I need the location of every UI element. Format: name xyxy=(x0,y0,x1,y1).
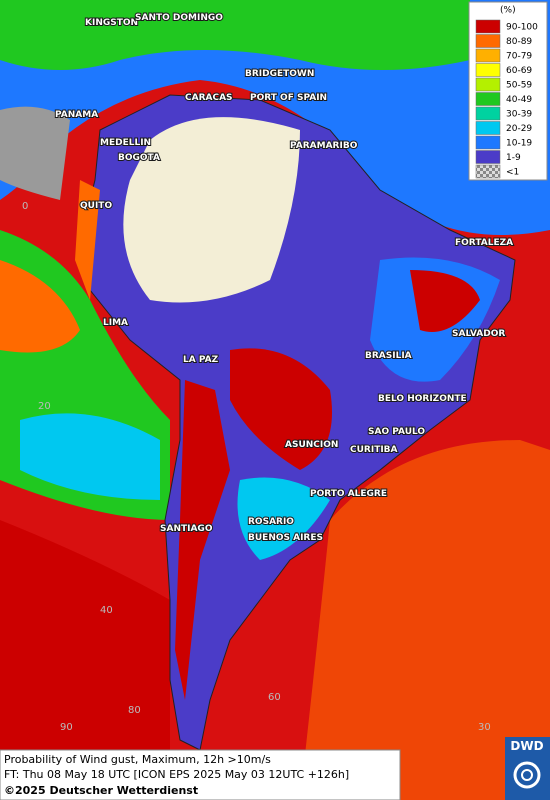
city-label: SANTO DOMINGO xyxy=(135,13,223,23)
legend-swatch xyxy=(475,92,501,106)
legend-swatch xyxy=(475,106,501,121)
city-label: PORT OF SPAIN xyxy=(250,93,327,103)
logo: DWD xyxy=(505,737,550,800)
legend-swatch xyxy=(475,150,501,164)
grid-labels: 0 20 40 60 80 90 30 xyxy=(22,201,491,733)
city-label: KINGSTON xyxy=(85,18,138,28)
city-label: ROSARIO xyxy=(248,517,294,527)
city-label: ASUNCION xyxy=(285,440,338,450)
city-label: BELO HORIZONTE xyxy=(378,394,467,404)
continent xyxy=(75,94,516,751)
legend-title: (%) xyxy=(500,6,516,16)
legend-label: 40-49 xyxy=(506,95,532,105)
city-label: FORTALEZA xyxy=(455,238,513,248)
footer: Probability of Wind gust, Maximum, 12h >… xyxy=(0,749,401,800)
grid-label: 20 xyxy=(38,401,51,412)
city-label: QUITO xyxy=(80,201,112,211)
legend-swatch xyxy=(475,121,501,135)
city-label: SAO PAULO xyxy=(368,427,425,437)
legend-label: 70-79 xyxy=(506,52,532,62)
grid-label: 90 xyxy=(60,722,73,733)
legend: (%) 90-100 80-89 70-79 60-69 50-59 40-49 30-39… xyxy=(468,1,548,181)
city-label: CURITIBA xyxy=(350,445,398,455)
city-label: SALVADOR xyxy=(452,329,505,339)
footer-line: Probability of Wind gust, Maximum, 12h >… xyxy=(4,753,271,766)
city-label: PANAMA xyxy=(55,110,98,120)
legend-label: 60-69 xyxy=(506,66,532,76)
grid-label: 80 xyxy=(128,705,141,716)
city-label: LA PAZ xyxy=(183,355,219,365)
grid-label: 0 xyxy=(22,201,28,212)
logo-text: DWD xyxy=(510,739,543,753)
copyright: ©2025 Deutscher Wetterdienst xyxy=(4,784,198,797)
city-label: CARACAS xyxy=(185,93,233,103)
legend-swatch xyxy=(475,19,501,34)
legend-label: 30-39 xyxy=(506,110,532,120)
grid-label: 40 xyxy=(100,605,113,616)
city-label: PORTO ALEGRE xyxy=(310,489,387,499)
city-label: BOGOTA xyxy=(118,153,160,163)
legend-label: 20-29 xyxy=(506,124,532,134)
legend-swatch xyxy=(475,48,501,63)
legend-label: 1-9 xyxy=(506,153,521,163)
city-label: BRASILIA xyxy=(365,351,412,361)
city-label: PARAMARIBO xyxy=(290,141,358,151)
legend-swatch xyxy=(475,135,501,150)
legend-swatch xyxy=(475,164,501,179)
city-label: BRIDGETOWN xyxy=(245,69,314,79)
legend-label: 10-19 xyxy=(506,139,532,149)
city-label: BUENOS AIRES xyxy=(248,533,323,543)
footer-line: FT: Thu 08 May 18 UTC [ICON EPS 2025 May… xyxy=(4,768,349,781)
grid-label: 30 xyxy=(478,722,491,733)
legend-swatch xyxy=(475,77,501,92)
city-label: MEDELLIN xyxy=(100,138,151,148)
city-label: LIMA xyxy=(103,318,128,328)
city-label: SANTIAGO xyxy=(160,524,213,534)
legend-label: 50-59 xyxy=(506,81,532,91)
legend-swatch xyxy=(475,63,501,77)
legend-label: 90-100 xyxy=(506,23,538,33)
legend-label: 80-89 xyxy=(506,37,532,47)
legend-label: <1 xyxy=(506,168,519,178)
legend-items: 90-100 80-89 70-79 60-69 50-59 40-49 30-39 20-2… xyxy=(475,19,538,179)
grid-label: 60 xyxy=(268,692,281,703)
legend-swatch xyxy=(475,34,501,48)
